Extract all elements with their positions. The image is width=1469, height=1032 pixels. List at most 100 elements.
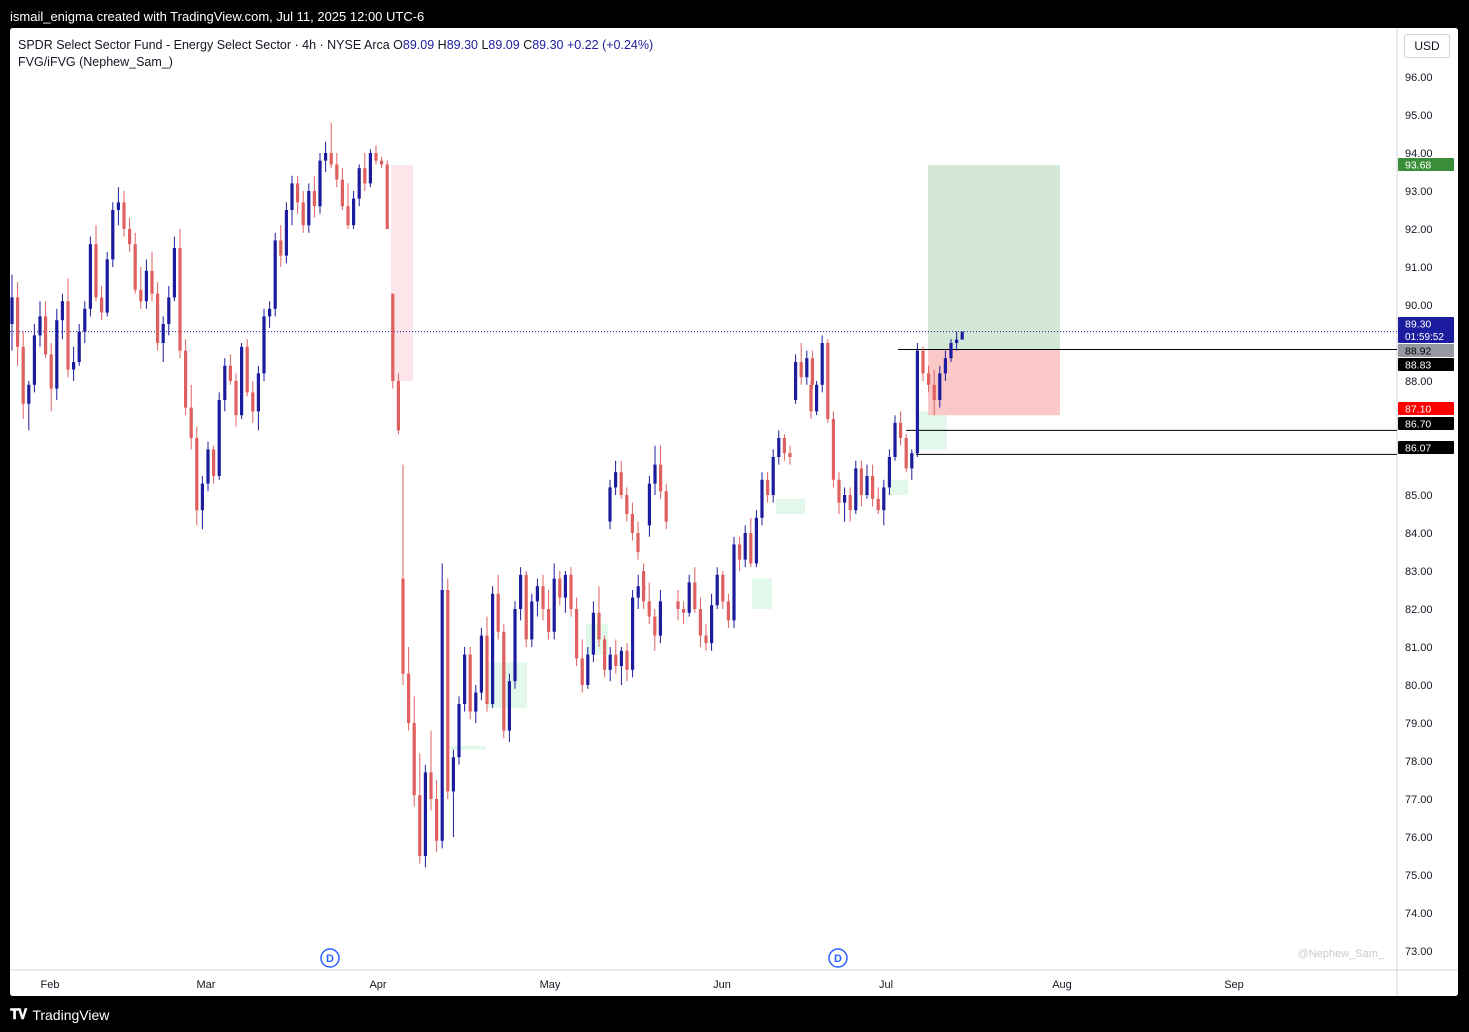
indicator-label[interactable]: FVG/iFVG (Nephew_Sam_) — [18, 55, 173, 69]
candle-body — [837, 479, 841, 503]
candle — [513, 601, 517, 689]
candle — [245, 339, 249, 397]
candle — [206, 441, 210, 492]
candle-body — [27, 384, 31, 404]
candle — [100, 286, 104, 321]
price-tag-label: 88.92 — [1405, 346, 1431, 358]
candle-body — [128, 229, 132, 245]
candle-body — [563, 574, 567, 598]
candle — [575, 597, 579, 666]
candle-body — [614, 472, 618, 488]
candle — [256, 365, 260, 431]
candle — [217, 392, 221, 480]
candle-body — [451, 757, 455, 792]
candle-body — [586, 654, 590, 685]
price-tag-label: 86.07 — [1405, 443, 1431, 455]
candle — [826, 339, 830, 423]
symbol-title[interactable]: SPDR Select Sector Fund - Energy Select … — [18, 38, 390, 52]
candle — [55, 308, 59, 400]
candle — [805, 350, 809, 385]
candle-body — [799, 362, 803, 378]
candle-body — [859, 468, 863, 495]
candle-body — [887, 457, 891, 488]
candle-body — [794, 362, 798, 400]
candle-body — [535, 586, 539, 602]
candle-body — [636, 586, 640, 598]
fvg-bull-zone — [890, 479, 908, 495]
candle-body — [575, 609, 579, 659]
candle-body — [329, 153, 333, 165]
candle — [738, 536, 742, 571]
candle — [184, 339, 188, 416]
candle-body — [352, 198, 356, 226]
candle-body — [647, 601, 651, 617]
candle-body — [676, 601, 680, 609]
candle-body — [479, 635, 483, 693]
candle — [636, 521, 640, 560]
high-value: 89.30 — [446, 38, 478, 52]
candle — [524, 571, 528, 647]
candle-body — [312, 191, 316, 207]
dividend-marker-icon[interactable]: D — [828, 948, 848, 968]
candle — [682, 601, 686, 625]
candle-body — [83, 308, 87, 332]
candle-body — [116, 202, 120, 210]
candle-body — [843, 495, 847, 503]
dividend-marker-circle — [828, 948, 848, 968]
candle-body — [943, 358, 947, 374]
candle-body — [738, 544, 742, 560]
fvg-bull-zone — [450, 745, 486, 750]
candle — [658, 590, 662, 644]
candle-body — [766, 479, 770, 495]
candle-body — [429, 772, 433, 799]
price-tag-bg — [1398, 358, 1454, 371]
candle-body — [854, 468, 858, 511]
candle-body — [552, 578, 556, 632]
candle-body — [122, 202, 126, 229]
currency-button[interactable]: USD — [1404, 34, 1450, 58]
price-tick-label: 74.00 — [1405, 908, 1433, 920]
candle-body — [139, 289, 143, 302]
candle-body — [899, 422, 903, 438]
candle-body — [502, 631, 506, 731]
chart-canvas[interactable]: 96.00 95.00 94.00 93.00 92.00 91.00 90.00 88.00… — [10, 28, 1458, 996]
candle-body — [463, 654, 467, 704]
candle-body — [133, 244, 137, 290]
chart-frame[interactable]: 96.00 95.00 94.00 93.00 92.00 91.00 90.00 88.00… — [10, 28, 1458, 996]
candle-body — [664, 491, 668, 522]
candle-body — [826, 343, 830, 419]
candle — [479, 628, 483, 701]
tradingview-footer[interactable]: 𝐓𝐕 TradingView — [10, 1006, 109, 1023]
price-tag-bg — [1398, 441, 1454, 454]
candle-body — [915, 350, 919, 454]
candle-body — [927, 373, 931, 385]
candle-body — [380, 160, 384, 165]
candle-body — [77, 331, 81, 362]
candle-body — [743, 533, 747, 560]
candle — [876, 487, 880, 514]
candle-body — [809, 384, 813, 412]
candle — [519, 567, 523, 621]
candle — [659, 445, 663, 499]
candle — [887, 449, 891, 495]
candle-body — [234, 381, 238, 416]
time-tick-label: Apr — [369, 979, 386, 991]
candle — [279, 225, 283, 267]
plot-background — [10, 28, 1458, 996]
candle-body — [167, 297, 171, 324]
price-tag-label: 87.10 — [1405, 404, 1431, 416]
candle-body — [284, 210, 288, 256]
candle — [843, 487, 847, 522]
candle-body — [614, 654, 618, 666]
candle — [144, 259, 148, 309]
candle — [580, 639, 584, 693]
dividend-marker-icon[interactable]: D — [320, 948, 340, 968]
ohlc-values: O89.09 H89.30 L89.09 C89.30 +0.22 (+0.24… — [393, 38, 654, 52]
candle-body — [693, 582, 697, 609]
fvg-bull-zone — [586, 624, 608, 655]
candle-body — [72, 362, 76, 370]
candle — [569, 567, 573, 617]
price-tag-stop: 87.10 — [1398, 402, 1454, 416]
candle — [647, 582, 651, 625]
candle — [625, 643, 629, 682]
